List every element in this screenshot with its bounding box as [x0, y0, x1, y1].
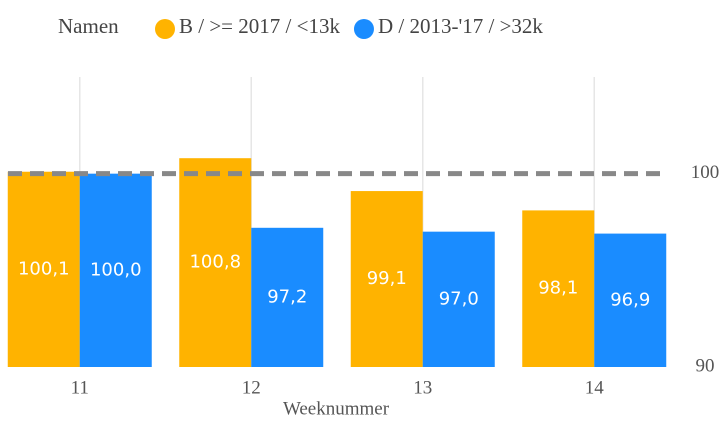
bar	[7, 171, 80, 367]
data-label: 96,9	[610, 289, 650, 310]
data-label: 98,1	[538, 278, 578, 299]
data-label: 100,1	[18, 258, 70, 279]
legend-title: Namen	[58, 14, 119, 38]
legend-swatch	[155, 19, 175, 39]
x-tick-label: 11	[71, 377, 89, 398]
bar	[79, 173, 152, 367]
y-tick-label: 90	[696, 355, 715, 376]
bar	[179, 158, 252, 367]
bar	[422, 231, 495, 367]
x-tick-label: 12	[242, 377, 261, 398]
bar	[522, 210, 595, 367]
data-label: 97,0	[439, 288, 479, 309]
x-tick-label: 14	[585, 377, 605, 398]
legend-label: B / >= 2017 / <13k	[179, 14, 340, 38]
bar	[251, 227, 324, 367]
data-label: 100,8	[189, 252, 241, 273]
x-axis-label: Weeknummer	[283, 398, 390, 419]
legend-label: D / 2013-'17 / >32k	[378, 14, 543, 38]
data-label: 100,0	[90, 259, 142, 280]
data-label: 97,2	[267, 286, 307, 307]
y-tick-label: 100	[691, 162, 720, 183]
x-tick-label: 13	[413, 377, 432, 398]
data-label: 99,1	[367, 268, 407, 289]
bar	[350, 191, 423, 367]
legend-swatch	[353, 19, 374, 39]
bar	[594, 233, 667, 367]
